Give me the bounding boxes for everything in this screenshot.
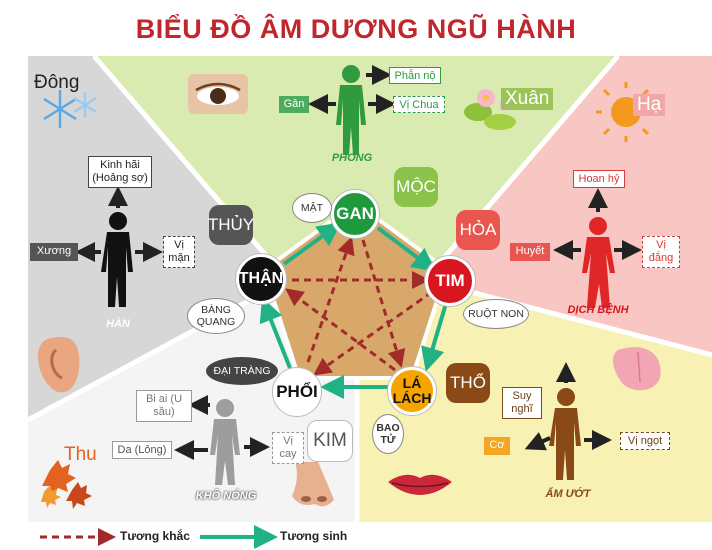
eye-icon <box>188 74 248 114</box>
nose-icon <box>292 462 334 507</box>
paired-mat: MẬT <box>292 193 332 223</box>
ear-icon <box>37 337 80 393</box>
fire-emotion: Hoan hỷ <box>573 170 625 188</box>
snowflake-icon <box>43 90 97 128</box>
khac-arrow-phoi-gan <box>306 236 355 363</box>
sector-water <box>28 56 287 420</box>
metal-taste: Vị cay <box>272 432 304 464</box>
element-kim: KIM <box>307 420 353 462</box>
person-wood <box>336 65 366 155</box>
sinh-arrow-than-gan <box>282 222 342 266</box>
fire-tissue: Huyết <box>510 243 550 261</box>
season-winter: Đông <box>34 72 80 93</box>
khac-arrow-lalach-than <box>285 288 396 372</box>
earth-emotion: Suy nghĩ <box>502 387 542 419</box>
tongue-icon <box>612 347 661 391</box>
autumn-leaf-icon <box>41 460 92 509</box>
element-hoa: HỎA <box>456 210 500 250</box>
element-moc: MỘC <box>394 167 438 207</box>
metal-emotion: Bi ai (U sầu) <box>136 390 192 422</box>
element-tho: THỔ <box>446 363 490 403</box>
element-thuy: THỦY <box>208 205 254 245</box>
legend-khac-label: Tương khắc <box>120 529 190 543</box>
season-spring: Xuân <box>501 88 554 110</box>
organ-than: THẬN <box>236 254 286 304</box>
wood-emotion: Phẫn nộ <box>389 67 441 84</box>
wood-taste: Vị Chua <box>393 96 445 113</box>
lips-icon <box>388 474 452 495</box>
season-autumn: Thu <box>64 444 97 465</box>
diagram-title: BIỂU ĐỒ ÂM DƯƠNG NGŨ HÀNH <box>135 14 577 44</box>
paired-bang-quang: BÀNG QUANG <box>187 298 245 334</box>
fire-taste: Vị đắng <box>642 236 680 268</box>
water-taste: Vị mặn <box>163 236 195 268</box>
factor-dich-benh: DỊCH BỆNH <box>567 304 629 316</box>
person-water <box>101 212 133 307</box>
factor-am-uot: ẨM ƯỚT <box>545 488 591 500</box>
factor-kho-nong: KHÔ NÓNG <box>195 490 257 502</box>
sinh-arrow-gan-tim <box>376 226 437 272</box>
organ-phoi: PHỔI <box>273 368 321 416</box>
organ-gan: GAN <box>331 190 379 238</box>
earth-taste: Vị ngọt <box>620 432 670 450</box>
wood-tissue: Gân <box>279 96 309 113</box>
paired-ruot-non: RUỘT NON <box>463 299 529 329</box>
metal-tissue: Da (Lông) <box>112 441 172 459</box>
paired-bao-tu: BAO TỬ <box>372 414 404 454</box>
factor-han: HÀN <box>106 318 130 330</box>
earth-tissue: Cơ <box>484 437 510 455</box>
season-summer: Hạ <box>633 94 666 116</box>
water-tissue: Xương <box>30 243 78 261</box>
legend-sinh-label: Tương sinh <box>280 529 348 543</box>
organ-tim: TIM <box>425 256 475 306</box>
person-fire <box>582 217 615 308</box>
sector-fire <box>425 56 712 355</box>
person-metal <box>210 399 240 485</box>
organ-la-lach: LÁ LÁCH <box>388 367 436 415</box>
person-earth <box>549 388 581 480</box>
sinh-arrow-phoi-than <box>259 297 292 369</box>
khac-arrow-gan-lalach <box>361 239 406 368</box>
sinh-arrow-tim-lalach <box>421 299 449 372</box>
factor-phong: PHONG <box>331 152 373 164</box>
paired-dai-trang: ĐẠI TRÀNG <box>206 357 278 385</box>
water-emotion: Kinh hãi (Hoảng sợ) <box>88 156 152 188</box>
